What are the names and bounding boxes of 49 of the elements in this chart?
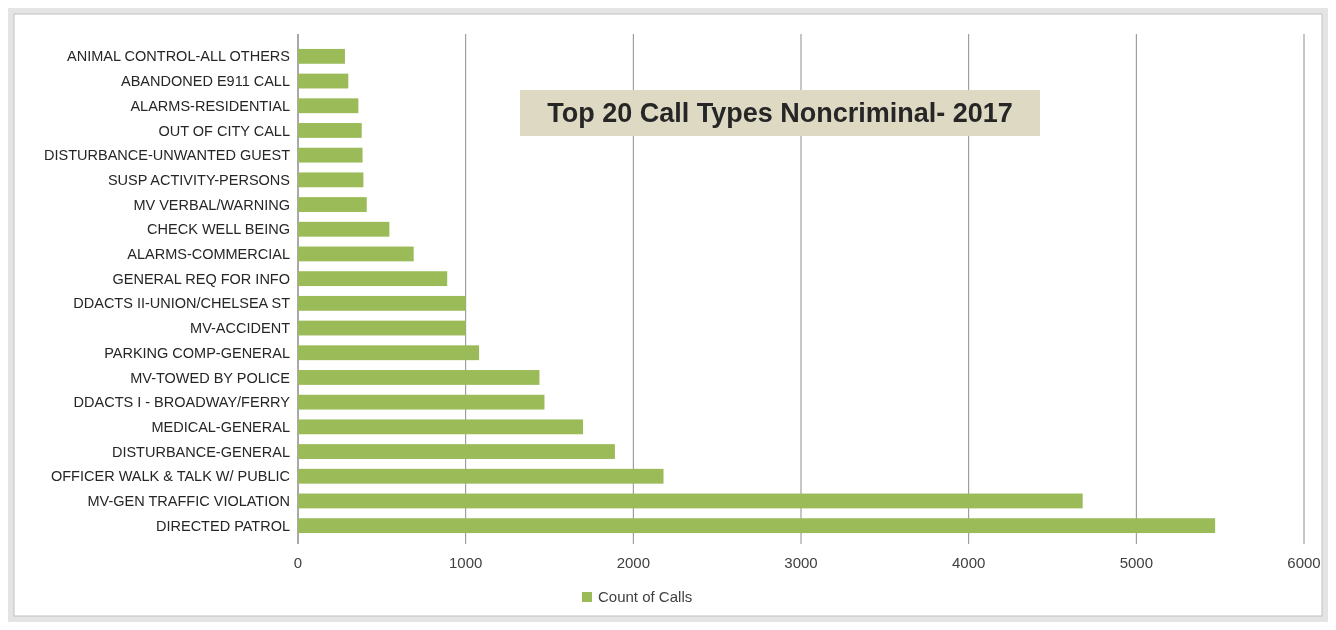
- bar: [298, 271, 448, 287]
- x-tick-label: 6000: [1287, 554, 1321, 571]
- bar: [298, 246, 414, 262]
- legend-label: Count of Calls: [598, 588, 693, 606]
- bar: [298, 320, 466, 336]
- y-tick-label: DDACTS I - BROADWAY/FERRY: [73, 394, 291, 411]
- y-tick-label: MV VERBAL/WARNING: [133, 196, 290, 213]
- bar: [298, 48, 345, 64]
- bar: [298, 345, 480, 361]
- bar: [298, 73, 349, 89]
- y-tick-label: ANIMAL CONTROL-ALL OTHERS: [67, 48, 290, 65]
- bar: [298, 197, 367, 212]
- text: Top 20 Call Types Noncriminal- 2017: [547, 98, 1013, 129]
- y-tick-label: ALARMS-RESIDENTIAL: [130, 97, 290, 114]
- bar: [298, 468, 664, 484]
- x-tick-label: 3000: [784, 554, 818, 571]
- bar: [298, 493, 1083, 509]
- x-tick-label: 5000: [1119, 554, 1154, 571]
- bar: [298, 123, 362, 138]
- y-tick-label: GENERAL REQ FOR INFO: [112, 270, 290, 287]
- y-tick-label: MV-ACCIDENT: [190, 320, 291, 337]
- bar: [298, 172, 364, 188]
- y-tick-label: CHECK WELL BEING: [147, 221, 290, 238]
- y-tick-label: MEDICAL-GENERAL: [151, 418, 290, 435]
- bar: [298, 147, 363, 163]
- bar: [298, 444, 615, 459]
- y-tick-label: DIRECTED PATROL: [155, 517, 290, 534]
- y-tick-label: SUSP ACTIVITY-PERSONS: [107, 171, 290, 188]
- x-tick-label: 2000: [616, 554, 651, 571]
- y-tick-label: PARKING COMP-GENERAL: [104, 344, 290, 361]
- bar: [298, 370, 540, 385]
- y-tick-label: MV-GEN TRAFFIC VIOLATION: [87, 493, 290, 510]
- y-tick-label: OFFICER WALK & TALK W/ PUBLIC: [50, 468, 290, 485]
- bar: [298, 221, 390, 237]
- y-tick-label: MV-TOWED BY POLICE: [130, 369, 291, 386]
- y-tick-label: ABANDONED E911 CALL: [121, 73, 290, 90]
- x-tick-label: 0: [293, 554, 303, 571]
- bar: [298, 419, 584, 435]
- y-tick-label: DISTURBANCE-GENERAL: [111, 443, 290, 460]
- y-tick-label: DISTURBANCE-UNWANTED GUEST: [44, 147, 291, 164]
- bar: [298, 518, 1216, 534]
- x-tick-label: 4000: [951, 554, 986, 571]
- bar: [298, 98, 359, 114]
- y-tick-label: OUT OF CITY CALL: [158, 122, 290, 139]
- y-tick-label: DDACTS II-UNION/CHELSEA ST: [73, 295, 291, 312]
- bar: [298, 394, 545, 410]
- y-tick-label: ALARMS-COMMERCIAL: [127, 246, 290, 263]
- bar: [298, 295, 466, 311]
- x-tick-label: 1000: [448, 554, 483, 571]
